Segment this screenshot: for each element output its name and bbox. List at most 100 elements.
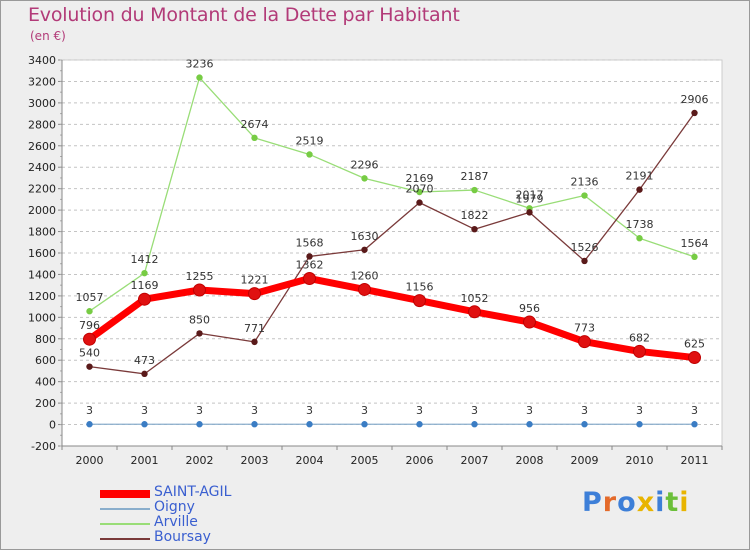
data-label: 2191 (626, 170, 654, 183)
data-label: 473 (134, 354, 155, 367)
data-label: 3 (416, 404, 423, 417)
data-label: 1156 (406, 281, 434, 294)
x-tick-label: 2001 (131, 454, 159, 467)
y-tick-label: 2800 (28, 118, 56, 131)
y-tick-label: 1800 (28, 226, 56, 239)
data-point (416, 188, 423, 196)
data-point (581, 421, 588, 428)
data-label: 3 (141, 404, 148, 417)
legend-item-boursay: Boursay (100, 529, 300, 546)
y-tick-label: 200 (35, 397, 56, 410)
data-point (138, 292, 151, 306)
data-point (86, 308, 93, 315)
legend-item-oigny: Oigny (100, 499, 300, 516)
data-label: 3 (361, 404, 368, 417)
y-tick-label: 1400 (28, 268, 56, 281)
x-tick-label: 2004 (296, 454, 324, 467)
data-point (416, 421, 423, 428)
data-point (413, 294, 426, 308)
data-point (361, 421, 368, 428)
x-tick-label: 2009 (571, 454, 599, 467)
data-label: 2296 (351, 158, 379, 171)
data-point (196, 74, 203, 81)
data-label: 1630 (351, 230, 379, 243)
legend-swatch-arville (100, 522, 150, 525)
x-tick-label: 2003 (241, 454, 269, 467)
data-label: 2519 (296, 134, 324, 147)
data-label: 3 (86, 404, 93, 417)
data-point (196, 421, 203, 428)
data-point (416, 199, 423, 206)
data-point (636, 235, 643, 242)
data-point (471, 225, 478, 233)
data-label: 1260 (351, 269, 379, 282)
data-label: 1255 (186, 270, 214, 283)
data-point (193, 283, 206, 297)
legend-item-saint-agil: SAINT-AGIL (100, 484, 300, 501)
data-point (688, 351, 701, 365)
data-label: 1526 (571, 241, 599, 254)
logo-letter: o (617, 487, 637, 518)
chart-subtitle: (en €) (30, 29, 66, 43)
data-point (251, 134, 258, 142)
y-tick-label: 1000 (28, 311, 56, 324)
data-point (691, 421, 698, 428)
data-label: 3 (306, 404, 313, 417)
logo-letter: P (582, 487, 603, 518)
data-point (468, 305, 481, 319)
data-point (358, 282, 371, 296)
x-tick-label: 2007 (461, 454, 489, 467)
series-line-boursay (89, 112, 696, 375)
x-tick-label: 2010 (626, 454, 654, 467)
data-label: 540 (79, 347, 100, 360)
data-label: 2017 (516, 188, 544, 201)
y-tick-label: 3400 (28, 54, 56, 67)
data-label: 956 (519, 302, 540, 315)
data-point (303, 272, 316, 286)
legend-label: Oigny (154, 499, 195, 515)
data-label: 3 (471, 404, 478, 417)
data-label: 3 (196, 404, 203, 417)
data-point (471, 186, 478, 194)
y-tick-label: 1600 (28, 247, 56, 260)
data-label: 2070 (406, 183, 434, 196)
data-label: 850 (189, 313, 210, 326)
legend-label: Arville (154, 514, 198, 530)
data-point (141, 370, 148, 378)
data-label: 3 (581, 404, 588, 417)
data-label: 1169 (131, 279, 159, 292)
data-point (361, 175, 368, 182)
data-point (86, 421, 93, 428)
y-tick-label: 3200 (28, 75, 56, 88)
data-label: 3 (691, 404, 698, 417)
y-tick-label: 600 (35, 354, 56, 367)
logo-letter: i (679, 487, 690, 518)
y-tick-label: 2200 (28, 183, 56, 196)
data-point (251, 421, 258, 428)
data-label: 1822 (461, 209, 489, 222)
data-point (633, 344, 646, 358)
data-label: 1568 (296, 236, 324, 249)
data-point (361, 246, 368, 253)
x-tick-label: 2002 (186, 454, 214, 467)
data-label: 625 (684, 338, 705, 351)
data-label: 1564 (681, 237, 709, 250)
y-tick-label: 2600 (28, 140, 56, 153)
legend-swatch-boursay (100, 537, 150, 540)
data-point (581, 192, 588, 199)
data-point (196, 330, 203, 337)
data-point (248, 287, 261, 301)
data-point (636, 186, 643, 193)
data-label: 2906 (681, 93, 709, 106)
y-tick-label: -200 (31, 440, 56, 453)
data-point (581, 257, 588, 265)
data-label: 2169 (406, 172, 434, 185)
legend-swatch-oigny (100, 507, 150, 510)
data-point (691, 253, 698, 261)
y-tick-label: 3000 (28, 97, 56, 110)
data-point (636, 421, 643, 428)
data-point (523, 315, 536, 329)
data-point (578, 335, 591, 349)
data-point (526, 421, 533, 428)
